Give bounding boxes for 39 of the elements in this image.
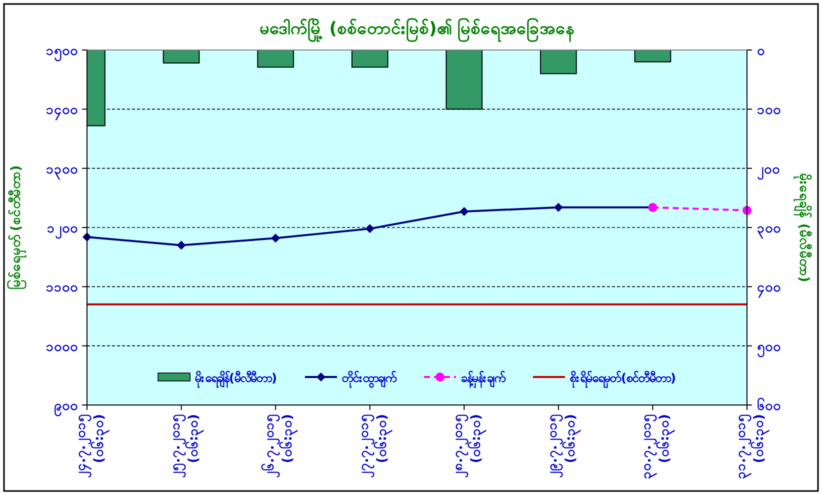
legend-label: ခန့်မှန်းချက် — [461, 369, 506, 389]
y2-tick-label: ၅၀၀ — [757, 340, 781, 358]
y2-axis-title: မိုးရေချိန် (မီလီမီတာ) — [793, 172, 813, 282]
point — [176, 240, 186, 250]
y2-tick-label: ၄၀၀ — [757, 280, 781, 299]
y-tick-label: ၁၀၀၀ — [46, 340, 78, 355]
x-tick-label: ၃၁.၇.၂၀၁၅ (၀၆:၃၀) — [734, 414, 770, 479]
bar — [351, 50, 388, 68]
y-tick-label: ၁၂၀၀ — [47, 222, 78, 240]
point — [460, 207, 469, 216]
y-tick-label: ၁၄၀၀ — [46, 103, 78, 122]
bar — [162, 50, 200, 64]
point — [554, 202, 563, 212]
bar — [540, 50, 577, 74]
y-axis-title: မြစ်ရေမှတ် (စင်တီမီတာ) — [6, 165, 27, 290]
x-tick-label: ၂၆.၇.၂၀၁၅ (၀၆:၃၀) — [260, 414, 299, 478]
y-tick-label: ၁၁၀၀ — [46, 280, 78, 296]
y2-tick-label: ၃၀၀ — [757, 222, 781, 240]
chart-title: မဒေါက်မြို့ (စစ်တောင်းမြစ်)၏ မြစ်ရေအခြေအနေ — [259, 16, 575, 43]
y-tick-label: ၁၅၀၀ — [46, 44, 78, 62]
legend-label: မိုးရေချိန်(မီလီမီတာ) — [194, 369, 277, 389]
point — [365, 224, 374, 234]
legend-label: စိုးရိမ်ရေမှတ်(စင်တီမီတာ) — [569, 369, 676, 389]
point — [271, 234, 280, 243]
y2-tick-label: ၂၀၀ — [757, 162, 780, 180]
x-tick-label: ၂၉.၇.၂၀၁၅ (၀၆:၃၀) — [545, 414, 582, 478]
legend-label: တိုင်းထွာချက် — [341, 369, 397, 389]
y-tick-label: ၉၀၀ — [54, 399, 78, 417]
x-tick-label: ၂၇.၇.၂၀၁၅ (၀၆:၃၀) — [356, 414, 393, 478]
x-tick-label: ၂၄.၇.၂၀၁၅ (၀၆:၃၀) — [74, 414, 110, 478]
y2-tick-label: ၀ — [757, 44, 765, 59]
y-tick-label: ၁၃၀၀ — [46, 162, 78, 180]
bar — [257, 50, 294, 68]
x-tick-label: ၂၅.၇.၂၀၁၅ (၀၆:၃၀) — [168, 414, 204, 478]
y2-tick-label: ၆၀၀ — [757, 397, 781, 414]
bar — [634, 50, 672, 62]
x-tick-label: ၃၀.၇.၂၀၁၅ (၀၆:၃၀) — [640, 414, 676, 479]
x-tick-label: ၂၈.၇.၂၀၁၅ (၀၆:၃၀) — [451, 414, 488, 478]
y2-tick-label: ၁၀၀ — [757, 103, 781, 118]
